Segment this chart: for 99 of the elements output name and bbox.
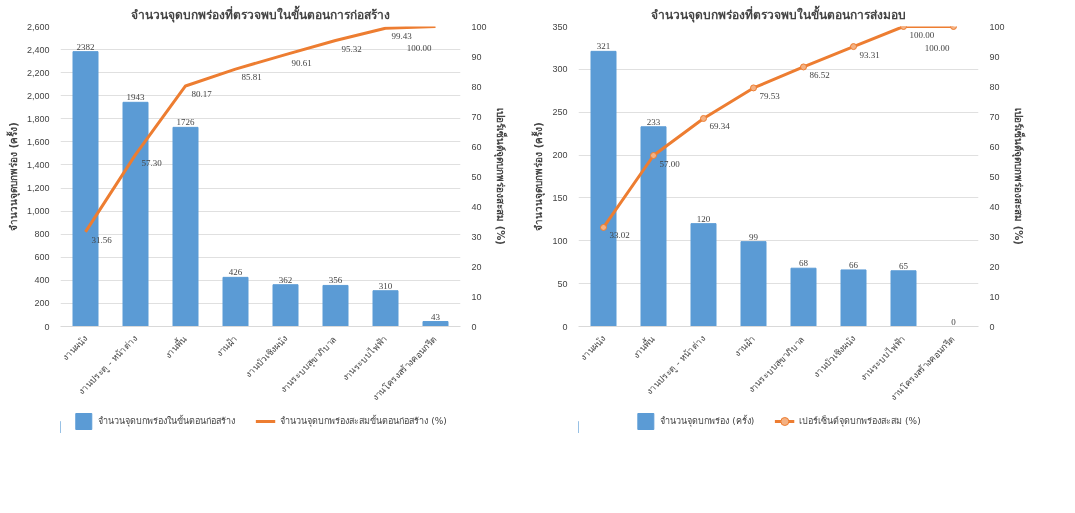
- point: [850, 43, 857, 51]
- y-tick-label: 1,600: [26, 136, 50, 147]
- y2-tick-label: 30: [471, 231, 482, 242]
- y-tick-label: 250: [552, 107, 568, 118]
- bar: [840, 269, 867, 327]
- data-label: 426: [228, 267, 243, 278]
- data-label: 120: [696, 213, 711, 224]
- data-label: 99: [749, 231, 759, 242]
- y2-tick-label: 90: [989, 51, 1000, 62]
- y-tick-label: 100: [552, 235, 568, 246]
- y2-tick-label: 0: [471, 321, 477, 332]
- legend-label: จำนวนจุดบกพร่องในขั้นตอนก่อสร้าง: [98, 414, 236, 428]
- data-label: 80.17: [191, 88, 213, 99]
- chart-title: จำนวนจุดบกพร่องที่ตรวจพบในขั้นตอนการส่งมอบ: [651, 4, 906, 23]
- data-label: 65: [899, 260, 909, 271]
- y-axis-title: จำนวนจุดบกพร่อง (ครั้ง): [5, 122, 20, 231]
- y2-tick-label: 70: [989, 111, 1000, 122]
- data-label: 0: [951, 316, 957, 327]
- y-tick-label: 150: [552, 192, 568, 203]
- y2-tick-label: 50: [471, 171, 482, 182]
- bar: [322, 284, 349, 327]
- data-label: 43: [431, 311, 441, 322]
- y2-tick-label: 40: [989, 201, 1000, 212]
- y2-tick-label: 30: [989, 231, 1000, 242]
- y-tick-label: 600: [34, 252, 50, 263]
- bar: [272, 284, 299, 327]
- y-tick-label: 1,400: [26, 159, 50, 170]
- y-tick-label: 2,400: [26, 44, 50, 55]
- data-label: 2382: [76, 41, 95, 52]
- y-tick-label: 800: [34, 229, 50, 240]
- point: [600, 223, 607, 231]
- y2-tick-label: 100: [989, 21, 1005, 32]
- data-label: 321: [596, 41, 611, 52]
- data-label: 99.43: [391, 31, 413, 42]
- y2-tick-label: 50: [989, 171, 1000, 182]
- data-label: 100.00: [406, 42, 432, 53]
- y-tick-label: 1,200: [26, 183, 50, 194]
- bar: [372, 290, 399, 327]
- data-label: 100.00: [924, 42, 950, 53]
- data-label: 90.61: [291, 57, 312, 68]
- y-tick-label: 50: [557, 278, 568, 289]
- y2-tick-label: 70: [471, 111, 482, 122]
- y2-tick-label: 40: [471, 201, 482, 212]
- point: [700, 114, 707, 122]
- bar: [790, 267, 817, 327]
- data-label: 100.00: [909, 29, 935, 40]
- data-label: 86.52: [809, 69, 830, 80]
- data-label: 310: [378, 280, 393, 291]
- bar: [690, 223, 717, 327]
- y2-tick-label: 0: [989, 321, 995, 332]
- data-label: 362: [278, 274, 293, 285]
- y2-tick-label: 10: [471, 291, 482, 302]
- data-label: 356: [328, 275, 343, 286]
- y2-tick-label: 20: [471, 261, 482, 272]
- y2-tick-label: 60: [989, 141, 1000, 152]
- bar: [740, 241, 767, 327]
- point: [750, 84, 757, 92]
- legend-label: จำนวนจุดบกพร่อง (ครั้ง): [660, 414, 755, 428]
- y-tick-label: 300: [552, 64, 568, 75]
- data-label: 95.32: [341, 43, 362, 54]
- y-axis-title: จำนวนจุดบกพร่อง (ครั้ง): [531, 122, 546, 231]
- chart-title: จำนวนจุดบกพร่องที่ตรวจพบในขั้นตอนการก่อสร้าง: [131, 4, 390, 23]
- data-label: 85.81: [241, 72, 262, 83]
- bar: [422, 321, 449, 327]
- y2-tick-label: 100: [471, 21, 487, 32]
- bar: [890, 270, 917, 327]
- data-label: 79.53: [759, 90, 781, 101]
- legend-label: เปอร์เซ็นต์จุดบกพร่องสะสม (%): [799, 414, 921, 428]
- y2-axis-title: เปอร์เซ็นต์จุดบกพร่องสะสม (%): [1011, 108, 1026, 245]
- y-tick-label: 0: [562, 321, 568, 332]
- point: [650, 152, 657, 159]
- y-tick-label: 1,000: [26, 206, 50, 217]
- bar: [222, 276, 249, 327]
- y2-axis-title: เปอร์เซ็นต์จุดบกพร่องสะสม (%): [493, 108, 508, 245]
- y-tick-label: 2,000: [26, 90, 50, 101]
- data-label: 69.34: [709, 121, 731, 132]
- point: [800, 63, 807, 71]
- y-tick-label: 200: [552, 150, 568, 161]
- y-tick-label: 400: [34, 275, 50, 286]
- data-label: 93.31: [859, 49, 880, 60]
- data-label: 233: [646, 116, 661, 127]
- y2-tick-label: 80: [989, 81, 1000, 92]
- y2-tick-label: 10: [989, 291, 1000, 302]
- data-label: 68: [799, 258, 809, 269]
- y-tick-label: 2,200: [26, 67, 50, 78]
- data-label: 1943: [126, 92, 145, 103]
- y2-tick-label: 90: [471, 51, 482, 62]
- y2-tick-label: 80: [471, 81, 482, 92]
- data-label: 1726: [176, 117, 195, 128]
- y-tick-label: 2,600: [26, 21, 50, 32]
- y-tick-label: 0: [44, 321, 50, 332]
- y-tick-label: 350: [552, 21, 568, 32]
- data-label: 66: [849, 259, 859, 270]
- y2-tick-label: 60: [471, 141, 482, 152]
- legend-label: จำนวนจุดบกพร่องสะสมขั้นตอนก่อสร้าง (%): [280, 414, 447, 428]
- bar: [172, 126, 199, 327]
- y2-tick-label: 20: [989, 261, 1000, 272]
- y-tick-label: 1,800: [26, 113, 50, 124]
- y-tick-label: 200: [34, 298, 50, 309]
